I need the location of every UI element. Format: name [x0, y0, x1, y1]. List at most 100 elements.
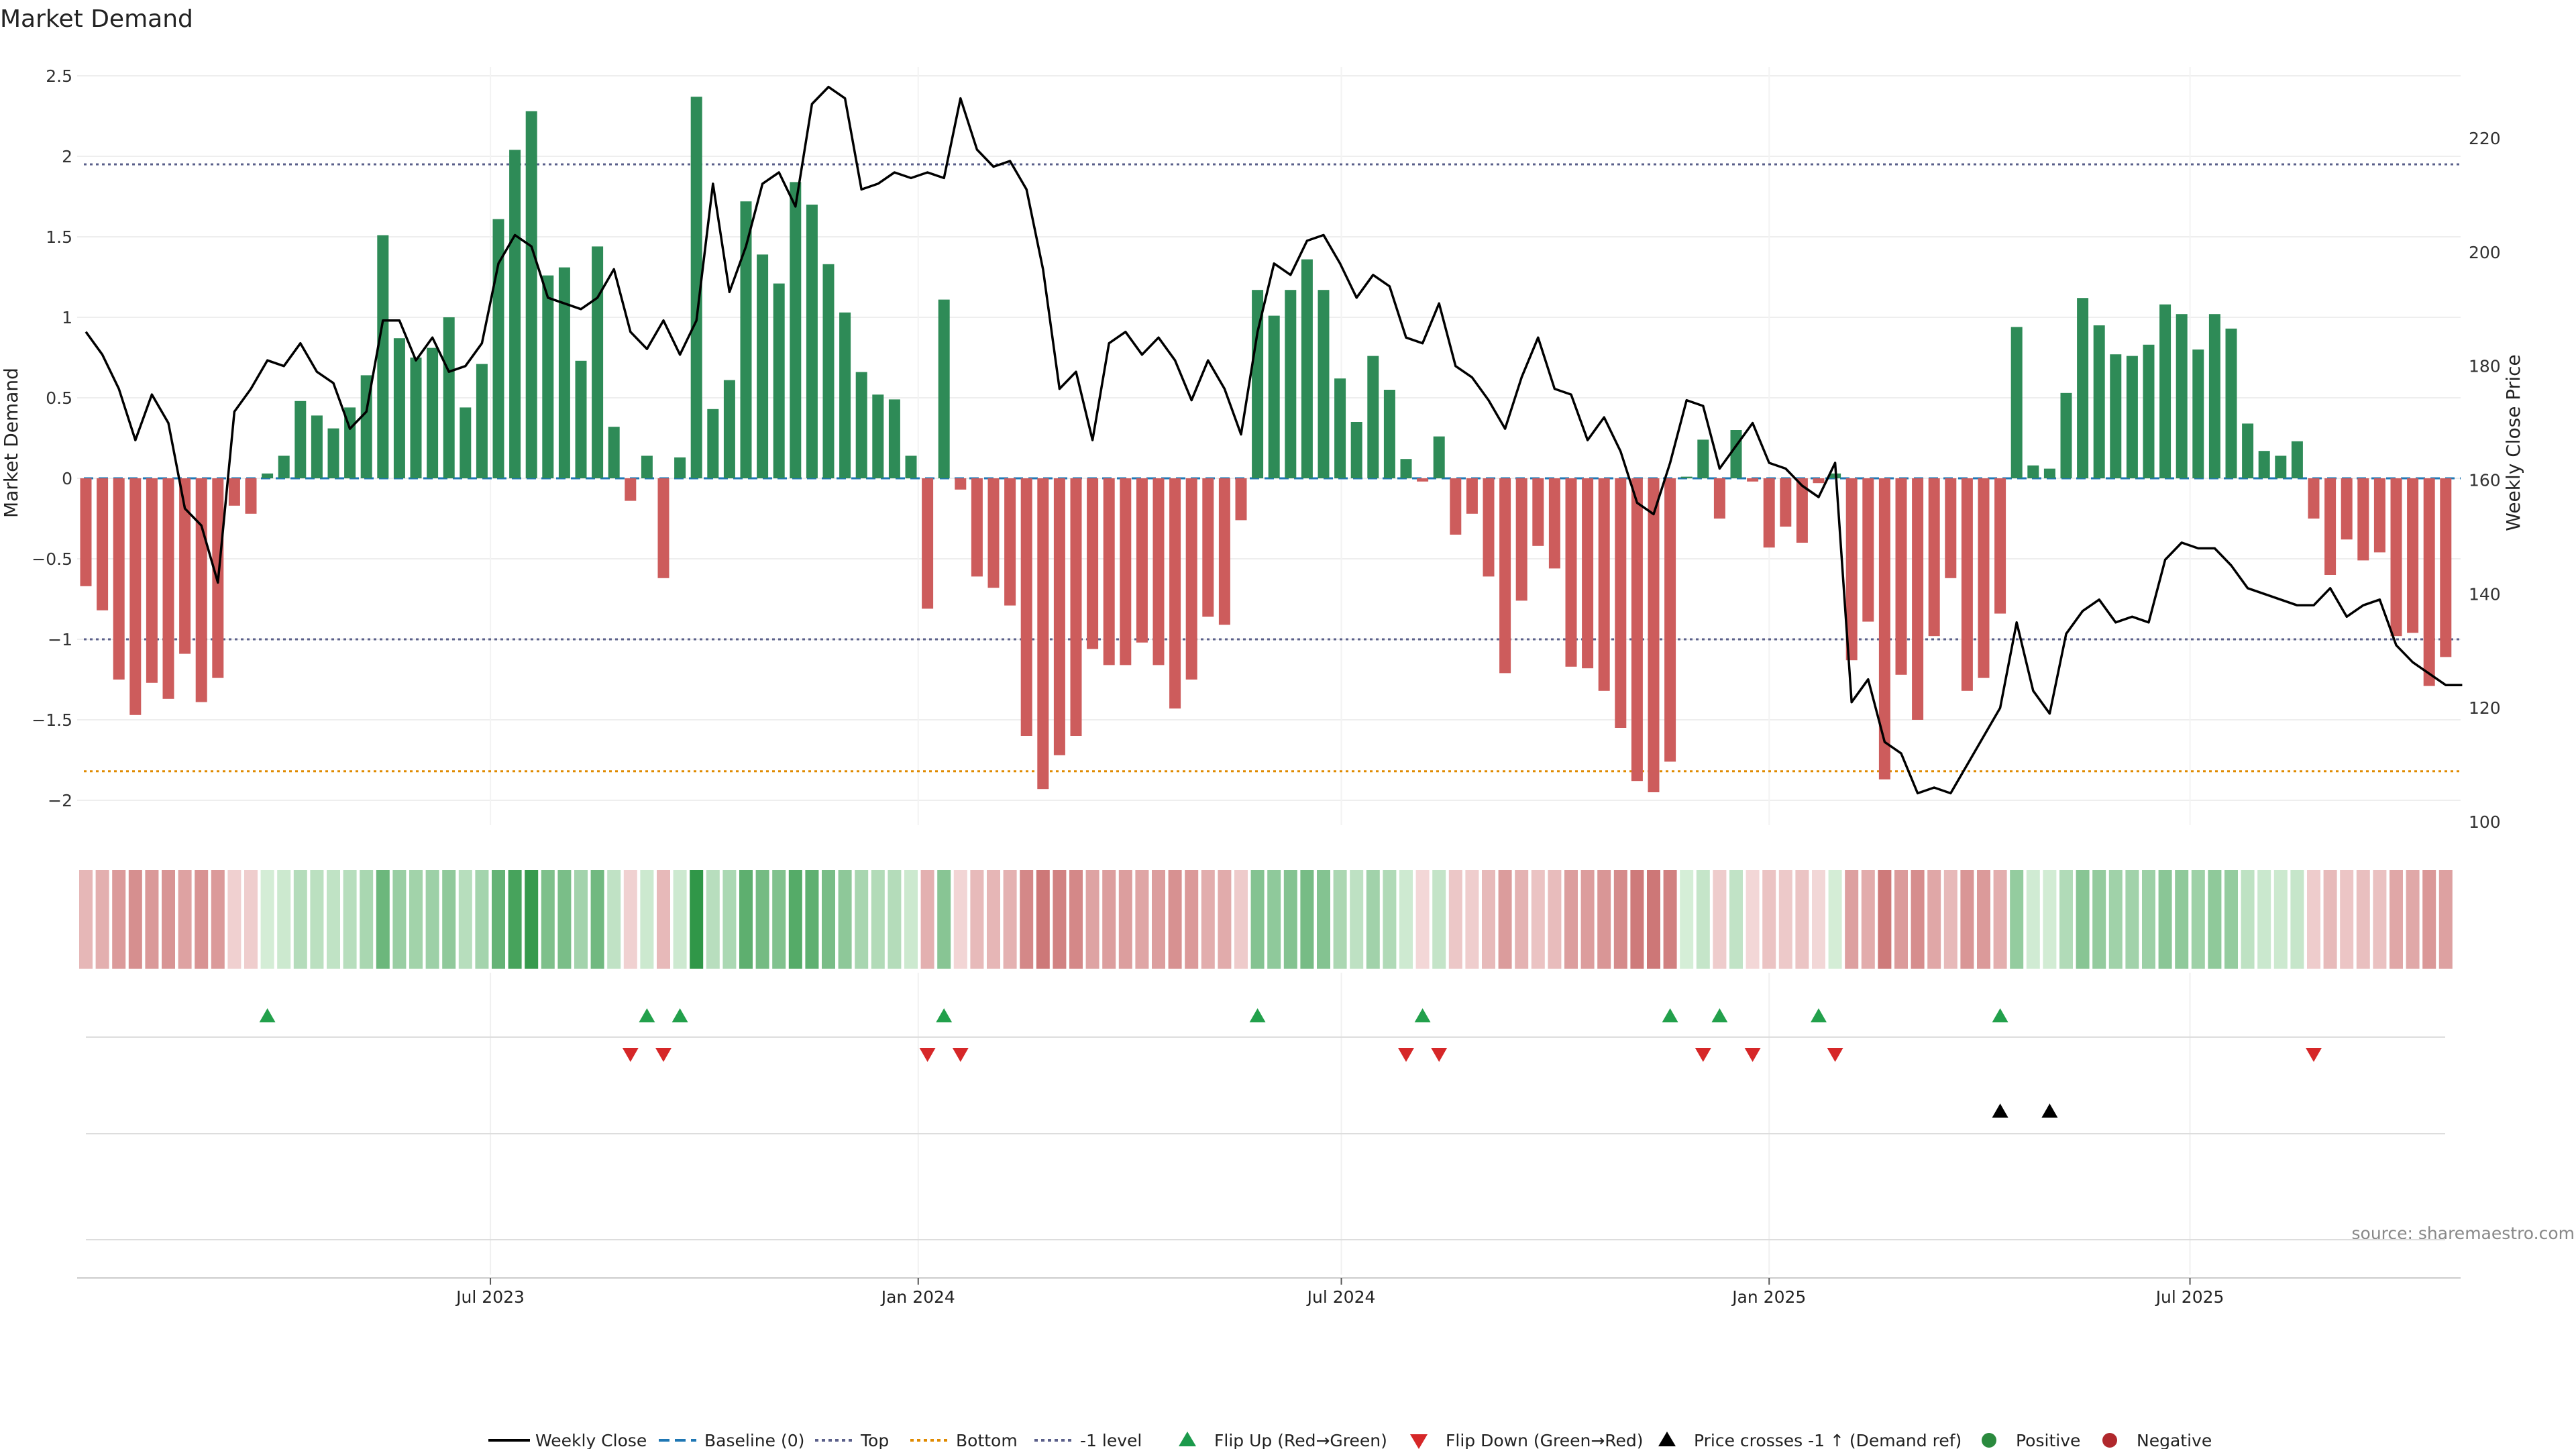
demand-bar — [410, 358, 422, 478]
y-axis-label: Market Demand — [0, 368, 22, 518]
demand-bar — [608, 427, 620, 478]
heat-cell — [1729, 870, 1743, 969]
heat-cell — [1283, 870, 1297, 969]
demand-bar — [245, 478, 257, 514]
heat-cell — [2026, 870, 2040, 969]
y-tick-label: 1.5 — [46, 227, 72, 247]
heat-cell — [690, 870, 704, 969]
heat-cell — [1762, 870, 1776, 969]
heat-cell — [2059, 870, 2073, 969]
demand-bar — [460, 407, 472, 478]
demand-bar — [146, 478, 158, 683]
heat-cell — [1003, 870, 1017, 969]
demand-bar — [1945, 478, 1957, 578]
heat-cell — [2092, 870, 2106, 969]
x-axis: Jul 2023 Jan 2024 Jul 2024 Jan 2025 Jul 2025 — [77, 1277, 2461, 1307]
heat-cell — [79, 870, 93, 969]
demand-bar — [1780, 478, 1792, 527]
heat-cell — [1515, 870, 1529, 969]
demand-bar — [1813, 478, 1825, 484]
flip-up-marker — [1711, 1008, 1728, 1022]
heat-cell — [1580, 870, 1595, 969]
heat-cell — [360, 870, 374, 969]
demand-bar — [1713, 478, 1725, 519]
heat-cell — [2390, 870, 2403, 969]
demand-bar — [476, 364, 488, 478]
heat-cell — [1267, 870, 1281, 969]
demand-bar — [1598, 478, 1610, 691]
demand-bar — [1087, 478, 1099, 649]
heat-cell — [2108, 870, 2123, 969]
demand-bar — [1070, 478, 1082, 736]
heat-cell — [2323, 870, 2337, 969]
heat-cell — [1135, 870, 1149, 969]
demand-bar — [1004, 478, 1016, 606]
legend-label: Top — [860, 1431, 889, 1449]
heat-cell — [1894, 870, 1908, 969]
heat-cell — [2356, 870, 2370, 969]
demand-bar — [2341, 478, 2353, 540]
heat-cell — [2290, 870, 2304, 969]
heat-cell — [277, 870, 291, 969]
demand-bar — [558, 267, 570, 478]
y2-axis-label: Weekly Close Price — [2502, 354, 2524, 531]
heat-cell — [95, 870, 109, 969]
demand-bar — [2192, 350, 2204, 478]
demand-bar — [2324, 478, 2337, 575]
heat-cell — [1482, 870, 1495, 969]
heat-cell — [541, 870, 555, 969]
demand-bar — [1433, 436, 1445, 478]
heat-cell — [607, 870, 621, 969]
demand-bar — [2275, 455, 2287, 478]
heat-cell — [1746, 870, 1760, 969]
demand-bar — [1350, 422, 1362, 478]
legend: Weekly Close Baseline (0) Top Bottom -1 leve… — [488, 1431, 2212, 1449]
x-tick-label: Jul 2025 — [2155, 1287, 2224, 1307]
demand-bar — [2010, 327, 2023, 478]
legend-item: Weekly Close — [488, 1431, 647, 1449]
demand-bar — [1978, 478, 1990, 678]
heat-cell — [1020, 870, 1034, 969]
demand-bar — [1928, 478, 1940, 637]
demand-bar — [1417, 478, 1429, 482]
grid — [77, 67, 2461, 1275]
heat-cell — [1333, 870, 1347, 969]
legend-label: Positive — [2016, 1431, 2080, 1449]
demand-bar — [1548, 478, 1560, 569]
price-cross-marker — [1992, 1104, 2008, 1118]
flip-up-marker — [1249, 1008, 1266, 1022]
heat-cell — [673, 870, 687, 969]
demand-bar — [509, 150, 521, 478]
heat-cell — [2010, 870, 2024, 969]
heat-cell — [2175, 870, 2189, 969]
demand-bar — [1268, 315, 1280, 478]
demand-bar — [1152, 478, 1165, 665]
heat-cell — [623, 870, 637, 969]
heat-cell — [1713, 870, 1727, 969]
axes: 2.5 2 1.5 1 0.5 0 −0.5 −1 −1.5 −2 220 200 180 160 140 1… — [32, 66, 2500, 832]
demand-bar — [1169, 478, 1181, 709]
demand-bar — [2093, 325, 2105, 478]
heat-cell — [458, 870, 472, 969]
flip-up-marker — [672, 1008, 688, 1022]
y2-tick-label: 180 — [2469, 357, 2501, 376]
demand-bar — [2440, 478, 2452, 657]
demand-bar — [839, 312, 851, 478]
demand-bar — [1878, 478, 1890, 780]
flip-up-marker — [1662, 1008, 1678, 1022]
demand-bar — [1532, 478, 1544, 546]
heat-cell — [1069, 870, 1083, 969]
y-tick-label: −2 — [48, 791, 72, 810]
demand-bar — [1961, 478, 1973, 691]
demand-bar — [393, 338, 405, 478]
demand-bar — [707, 409, 719, 478]
demand-bar — [80, 478, 92, 586]
y-tick-label: −1 — [48, 630, 72, 649]
demand-bar — [1103, 478, 1115, 665]
demand-bar — [2423, 478, 2435, 686]
demand-bar — [938, 299, 950, 478]
heat-cell — [1663, 870, 1677, 969]
heat-cell — [327, 870, 340, 969]
demand-bar — [1680, 476, 1693, 478]
demand-bar — [2110, 354, 2122, 478]
